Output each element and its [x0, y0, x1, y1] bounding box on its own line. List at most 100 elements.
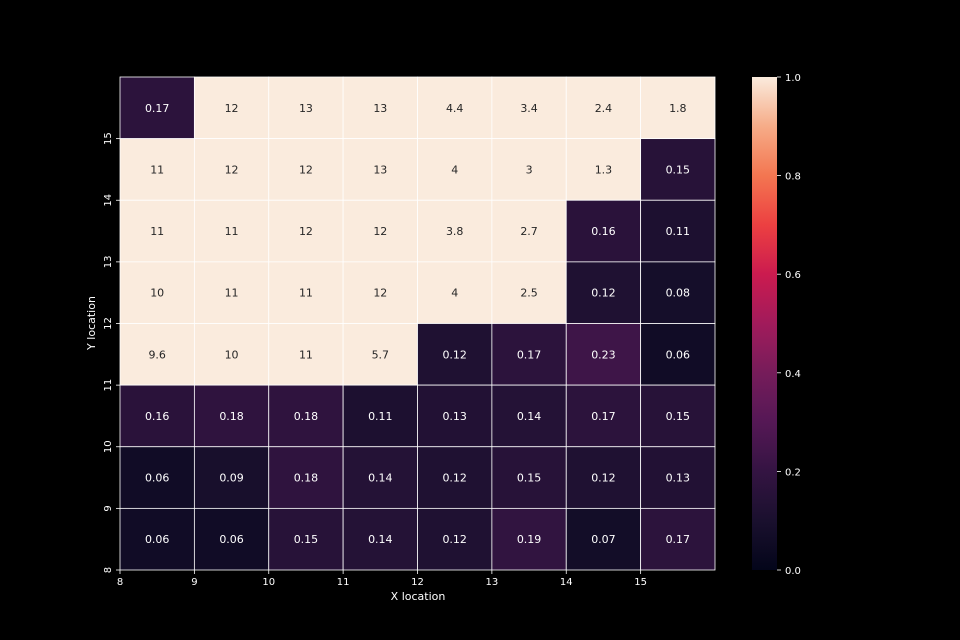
heatmap-cell [193, 446, 270, 509]
heatmap-cell [640, 76, 716, 140]
x-axis: 8 9 10 11 12 13 14 15 [117, 570, 647, 588]
colorbar-tick-label: 1.0 [785, 73, 801, 84]
heatmap-cell-label: 0.16 [591, 225, 616, 238]
heatmap-cell [342, 138, 418, 201]
heatmap-cell-label: 0.16 [145, 410, 170, 423]
x-tick-label: 12 [411, 577, 424, 588]
y-tick-label: 8 [103, 567, 114, 573]
heatmap-cell-label: 0.19 [517, 533, 542, 546]
x-axis-label: X location [391, 590, 446, 603]
heatmap-cell-label: 1.3 [595, 163, 613, 176]
heatmap-cell [193, 76, 270, 140]
heatmap-cell-labels: 0.17 12 13 13 4.4 3.4 2.4 1.8 11 12 12 13 4 3 1.3 0.15 1… [145, 102, 690, 546]
heatmap-cell [193, 384, 270, 448]
heatmap-cell-label: 2.4 [595, 102, 613, 115]
heatmap-cell [417, 199, 493, 263]
heatmap-cell-label: 11 [299, 287, 313, 300]
heatmap-cell-label: 0.14 [368, 472, 393, 485]
heatmap-cell-label: 0.09 [219, 472, 244, 485]
y-axis-label: Y location [85, 296, 98, 351]
x-tick-label: 13 [486, 577, 499, 588]
heatmap-cell [565, 199, 642, 263]
heatmap-cell-label: 0.06 [145, 472, 170, 485]
heatmap-cell-label: 0.17 [517, 348, 542, 361]
heatmap-cell-label: 0.06 [666, 348, 691, 361]
heatmap-cell-label: 13 [373, 102, 387, 115]
heatmap-cell-label: 0.12 [591, 472, 616, 485]
colorbar-tick-label: 0.0 [785, 566, 801, 577]
x-tick-label: 14 [560, 577, 573, 588]
heatmap-cell-label: 3 [526, 163, 533, 176]
heatmap-cell-label: 0.06 [219, 533, 244, 546]
heatmap-cell [640, 323, 716, 386]
heatmap-cell-label: 0.06 [145, 533, 170, 546]
heatmap-cell-label: 0.17 [591, 410, 616, 423]
heatmap-cell-label: 12 [225, 163, 239, 176]
heatmap-cell [491, 138, 567, 201]
heatmap-cell [491, 199, 567, 263]
heatmap-cell-label: 12 [299, 163, 313, 176]
heatmap-cell-label: 1.8 [669, 102, 687, 115]
heatmap-cell-label: 13 [373, 163, 387, 176]
heatmap-cell-label: 3.4 [520, 102, 538, 115]
heatmap-cell-label: 0.18 [294, 472, 319, 485]
heatmap-cell-label: 11 [150, 225, 164, 238]
y-tick-label: 11 [103, 379, 114, 392]
x-tick-label: 15 [634, 577, 647, 588]
colorbar-tick-label: 0.2 [785, 467, 801, 478]
heatmap-cell [342, 261, 418, 324]
heatmap-cell [268, 446, 344, 509]
heatmap-cell-label: 13 [299, 102, 313, 115]
heatmap-cell [119, 199, 195, 263]
heatmap-cell [417, 76, 493, 140]
heatmap-cell [193, 507, 270, 571]
heatmap-cell [565, 261, 642, 324]
y-tick-label: 13 [103, 256, 114, 269]
y-tick-label: 9 [103, 505, 114, 511]
heatmap-cell [342, 76, 418, 140]
heatmap-cell-label: 0.13 [442, 410, 467, 423]
heatmap-cell-label: 3.8 [446, 225, 464, 238]
colorbar [752, 77, 777, 570]
heatmap-cell [491, 507, 567, 571]
heatmap-cell-label: 0.12 [442, 472, 467, 485]
heatmap-cell-label: 0.07 [591, 533, 616, 546]
heatmap-cell-label: 11 [225, 287, 239, 300]
heatmap-cell-label: 11 [299, 348, 313, 361]
heatmap-cell [640, 199, 716, 263]
heatmap-cell [119, 76, 195, 140]
heatmap-cell-label: 11 [150, 163, 164, 176]
heatmap-cell [342, 507, 418, 571]
x-tick-label: 10 [262, 577, 275, 588]
heatmap-cell-label: 11 [225, 225, 239, 238]
colorbar-tick-label: 0.4 [785, 369, 801, 380]
heatmap-cell [640, 507, 716, 571]
heatmap-cell [491, 323, 567, 386]
heatmap-cell-label: 0.12 [442, 348, 467, 361]
heatmap-cell-label: 0.23 [591, 348, 616, 361]
heatmap-cell-label: 0.18 [294, 410, 319, 423]
heatmap-cell [268, 507, 344, 571]
x-tick-label: 11 [337, 577, 350, 588]
x-tick-label: 8 [117, 577, 123, 588]
heatmap-cell [491, 76, 567, 140]
heatmap-cell [268, 76, 344, 140]
heatmap-cell-label: 0.15 [294, 533, 319, 546]
heatmap-cell [417, 507, 493, 571]
heatmap-cell-label: 0.15 [517, 472, 542, 485]
heatmap-cell [268, 199, 344, 263]
heatmap-cell [417, 323, 493, 386]
heatmap-cell [640, 446, 716, 509]
heatmap-cell [565, 446, 642, 509]
heatmap-cell-label: 0.17 [145, 102, 170, 115]
heatmap-cell-label: 0.14 [517, 410, 542, 423]
heatmap-cell [491, 384, 567, 448]
heatmap-cell-label: 0.17 [666, 533, 691, 546]
heatmap-cell [193, 199, 270, 263]
heatmap-cell [119, 446, 195, 509]
heatmap-cell-label: 0.12 [591, 287, 616, 300]
heatmap-cell [268, 384, 344, 448]
heatmap-cells [119, 76, 716, 571]
heatmap-cell [565, 384, 642, 448]
